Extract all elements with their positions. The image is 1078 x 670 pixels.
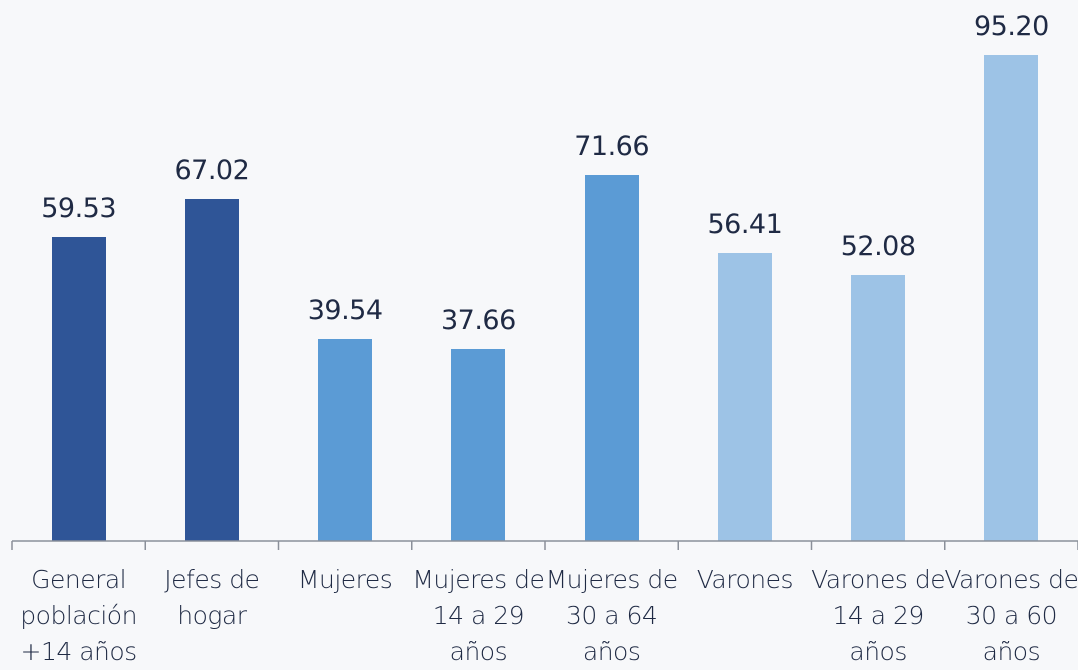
bar — [51, 237, 106, 541]
value-label: 71.66 — [574, 131, 650, 163]
x-tick-label: Varones — [696, 565, 794, 594]
bar — [451, 348, 506, 541]
bar — [318, 339, 373, 541]
x-tick-label: General población +14 años — [20, 565, 137, 666]
x-tick-label: Mujeres de 30 a 64 años — [545, 565, 679, 666]
x-tick-label: Mujeres de 14 a 29 años — [412, 565, 545, 666]
x-tick-label: Jefes de hogar — [164, 565, 260, 630]
value-label: 52.08 — [840, 231, 916, 263]
bar — [851, 275, 906, 541]
x-tick-label: Mujeres — [297, 565, 393, 594]
value-label: 95.20 — [973, 11, 1049, 43]
value-label: 59.53 — [41, 193, 117, 225]
bar — [584, 175, 639, 541]
bar — [984, 55, 1039, 541]
x-tick-label: Varones de 30 a 60 años — [944, 565, 1078, 666]
value-label: 56.41 — [707, 209, 783, 241]
bar — [717, 253, 772, 541]
bar — [184, 198, 239, 541]
value-label: 39.54 — [307, 295, 383, 327]
value-label: 67.02 — [174, 154, 250, 186]
x-tick-label: Varones de 14 a 29 años — [811, 565, 946, 666]
value-label: 37.66 — [440, 304, 516, 336]
